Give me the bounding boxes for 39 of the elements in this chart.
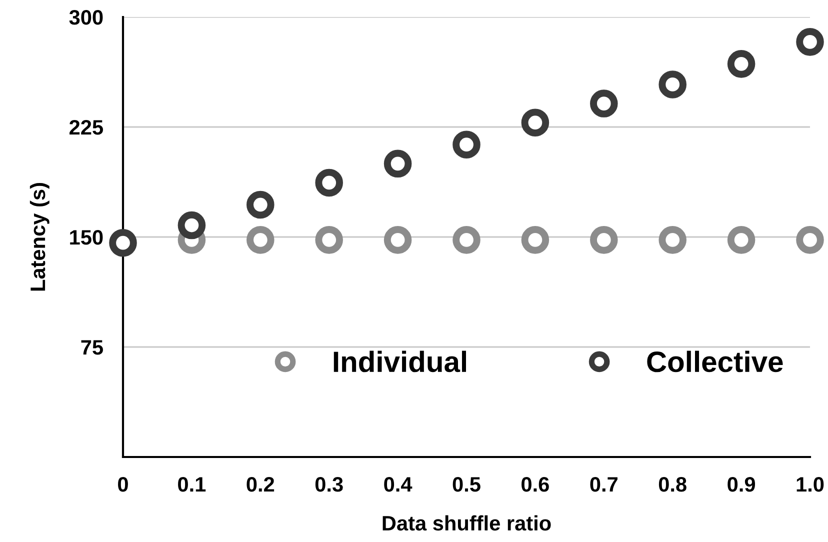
y-axis-title: Latency (s) (30, 183, 50, 291)
point (590, 90, 618, 118)
x-tick-label: 0.5 (452, 476, 480, 492)
point (178, 211, 206, 240)
point (315, 226, 343, 254)
y-tick-label: 300 (69, 10, 103, 25)
y-tick-label: 75 (81, 340, 103, 355)
point (246, 226, 274, 254)
point (658, 226, 686, 254)
legend-label: Individual (334, 350, 466, 372)
point (384, 226, 412, 254)
x-tick-label: 0.6 (522, 476, 549, 492)
point (590, 226, 618, 254)
legend-label: Collective (647, 350, 783, 372)
x-tick-label: 0.2 (246, 476, 274, 492)
y-tick-label: 225 (70, 120, 103, 135)
x-tick-label: 0.1 (178, 476, 206, 492)
x-axis-title: Data shuffle ratio (382, 515, 551, 531)
x-tick-label: 0.7 (590, 476, 618, 492)
point (521, 226, 550, 254)
x-tick-label: 0.8 (658, 476, 686, 492)
point (796, 226, 824, 254)
x-tick-label: 0.9 (728, 476, 756, 492)
point (658, 70, 686, 98)
x-tick-label: 0.4 (384, 476, 412, 492)
point (521, 108, 550, 136)
point (452, 226, 480, 254)
point (452, 130, 480, 158)
y-tick-label: 150 (70, 230, 103, 245)
point (109, 228, 137, 257)
point (727, 50, 756, 78)
x-tick-label: 0 (118, 476, 128, 492)
x-tick-label: 1.0 (796, 476, 824, 492)
point (796, 28, 824, 56)
point (727, 226, 756, 254)
x-tick-label: 0.3 (315, 476, 343, 492)
point (315, 168, 343, 197)
point (384, 150, 412, 178)
point (246, 190, 274, 219)
